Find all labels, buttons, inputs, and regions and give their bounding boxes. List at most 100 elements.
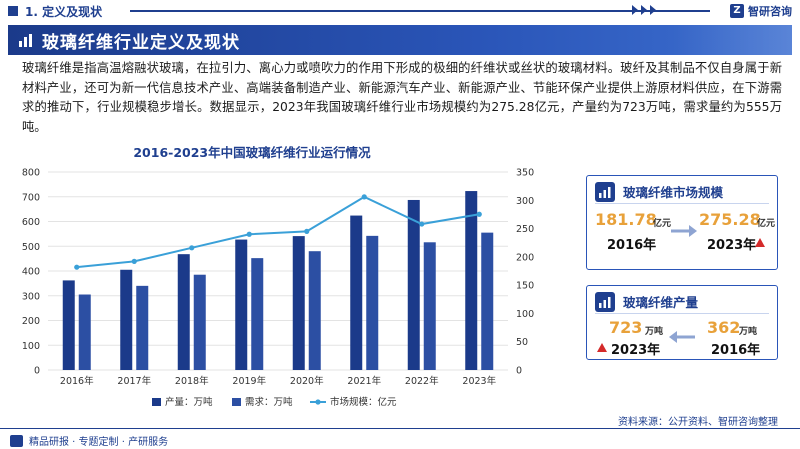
legend-swatch <box>152 398 161 406</box>
left-value: 181.78 <box>595 210 657 229</box>
up-arrow-icon <box>597 343 607 352</box>
chart-title: 2016-2023年中国玻璃纤维行业运行情况 <box>133 145 371 160</box>
brand-name: 智研咨询 <box>748 5 792 18</box>
x-tick-label: 2016年 <box>60 375 94 387</box>
bar-demand <box>193 274 206 370</box>
page-title: 玻璃纤维行业定义及现状 <box>42 32 240 53</box>
market-size-card: 玻璃纤维市场规模 181.78 亿元 2016年 275.28 亿元 2023年 <box>586 175 778 270</box>
bar-demand <box>481 232 494 370</box>
bar-demand <box>136 285 149 370</box>
legend-swatch <box>232 398 241 406</box>
section-marker-icon <box>8 6 18 16</box>
growth-chart-icon <box>595 181 615 202</box>
y-tick-left: 200 <box>22 316 40 327</box>
left-unit: 亿元 <box>653 219 672 229</box>
y-tick-right: 0 <box>516 366 522 377</box>
bar-demand <box>251 258 264 370</box>
right-value: 362 <box>707 318 741 337</box>
data-source: 资料来源：公开资料、智研咨询整理 <box>618 417 778 428</box>
bar-demand <box>366 235 379 370</box>
y-tick-right: 100 <box>516 309 534 320</box>
y-tick-left: 100 <box>22 341 40 352</box>
line-market-size <box>76 195 480 269</box>
line-point <box>476 211 482 217</box>
combo-chart: 0 100 200 300 400 500 600 700 800 0 50 100 150 200 250… <box>22 168 534 409</box>
bar-demand <box>423 242 436 370</box>
legend-label: 市场规模：亿元 <box>330 396 397 408</box>
y-tick-left: 0 <box>34 366 40 377</box>
bar-output <box>350 215 363 370</box>
right-year: 2023年 <box>707 238 757 253</box>
bar-output <box>292 236 305 370</box>
left-year: 2016年 <box>607 238 657 253</box>
bar-output <box>407 199 420 370</box>
brand-logo: Z 智研咨询 <box>730 3 792 19</box>
footer-text: 精品研报 · 专题定制 · 产研服务 <box>29 437 169 448</box>
bar-demand <box>308 251 321 370</box>
card-header: 玻璃纤维产量 <box>595 290 769 314</box>
card-header: 玻璃纤维市场规模 <box>595 180 769 204</box>
growth-chart-icon <box>595 291 615 312</box>
bar-output <box>177 254 190 370</box>
right-unit: 亿元 <box>757 219 776 229</box>
brand-logo-icon: Z <box>730 4 744 18</box>
left-year: 2023年 <box>611 343 661 358</box>
up-arrow-icon <box>755 238 765 247</box>
section-title: 1. 定义及现状 <box>25 4 103 19</box>
x-tick-label: 2020年 <box>290 375 324 387</box>
legend-label: 产量：万吨 <box>165 396 213 408</box>
footer: 精品研报 · 专题定制 · 产研服务 <box>10 433 168 448</box>
line-point <box>74 264 80 270</box>
top-bar: 1. 定义及现状 Z 智研咨询 <box>0 0 800 22</box>
x-tick-label: 2019年 <box>232 375 266 387</box>
right-unit: 万吨 <box>739 327 758 337</box>
bar-output <box>235 239 248 370</box>
bar-demand <box>78 294 91 370</box>
left-unit: 万吨 <box>645 327 664 337</box>
legend-label: 需求：万吨 <box>245 396 293 408</box>
line-point <box>131 258 137 264</box>
y-tick-right: 50 <box>516 337 528 348</box>
footer-divider <box>0 428 800 429</box>
report-icon <box>10 434 23 447</box>
y-tick-left: 300 <box>22 291 40 302</box>
right-arrow-icon <box>671 225 697 237</box>
line-point <box>189 245 195 251</box>
line-point <box>361 194 367 200</box>
x-tick-label: 2022年 <box>405 375 439 387</box>
y-tick-right: 300 <box>516 196 534 207</box>
line-point <box>419 221 425 227</box>
y-tick-left: 500 <box>22 242 40 253</box>
y-tick-left: 400 <box>22 267 40 278</box>
x-tick-label: 2021年 <box>347 375 381 387</box>
right-year: 2016年 <box>711 343 761 358</box>
line-point <box>304 228 310 234</box>
card-title: 玻璃纤维市场规模 <box>623 185 724 200</box>
x-tick-label: 2023年 <box>462 375 496 387</box>
header-divider <box>130 10 710 12</box>
title-banner: 玻璃纤维行业定义及现状 <box>8 25 792 55</box>
y-tick-right: 200 <box>516 252 534 263</box>
intro-paragraph: 玻璃纤维是指高温熔融状玻璃，在拉引力、离心力或喷吹力的作用下形成的极细的纤维状或… <box>22 61 782 134</box>
line-point <box>246 231 252 237</box>
card-title: 玻璃纤维产量 <box>623 295 699 310</box>
x-tick-label: 2017年 <box>117 375 151 387</box>
right-value: 275.28 <box>699 210 761 229</box>
y-tick-left: 600 <box>22 217 40 228</box>
left-value: 723 <box>609 318 643 337</box>
bar-output <box>120 269 133 370</box>
y-tick-right: 250 <box>516 224 534 235</box>
y-tick-right: 350 <box>516 168 534 179</box>
y-tick-left: 700 <box>22 192 40 203</box>
left-arrow-icon <box>669 331 695 343</box>
chevron-arrows-icon <box>632 5 656 15</box>
bar-output <box>465 191 478 370</box>
banner-decoration <box>672 25 792 55</box>
output-card: 玻璃纤维产量 723 万吨 2023年 362 万吨 2016年 <box>586 285 778 360</box>
legend-swatch-point <box>315 399 321 405</box>
y-tick-left: 800 <box>22 168 40 179</box>
x-tick-label: 2018年 <box>175 375 209 387</box>
chart-icon <box>18 32 34 48</box>
bar-output <box>62 280 75 370</box>
y-tick-right: 150 <box>516 281 534 292</box>
